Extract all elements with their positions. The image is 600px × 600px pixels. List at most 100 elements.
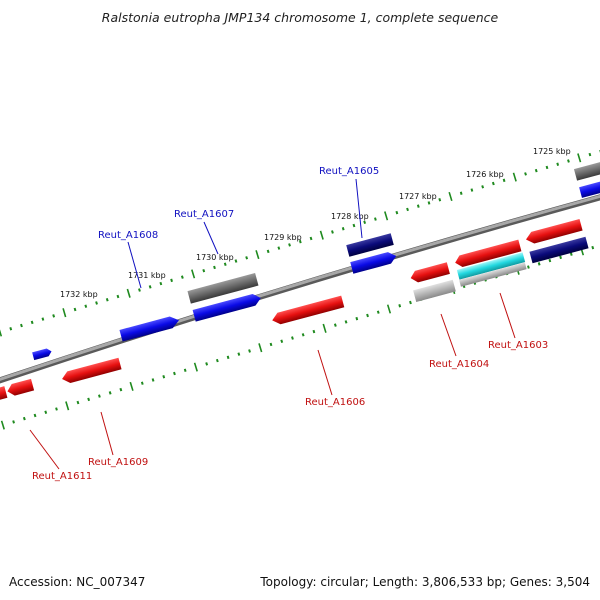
minor-tick [559,255,562,260]
minor-tick [406,207,409,212]
scale-label: 1726 kbp [466,170,504,179]
gene-label-reut-a1603: Reut_A1603 [488,340,548,351]
gene-arrow-forward[interactable] [192,292,263,322]
minor-tick [280,339,284,343]
minor-tick [151,378,155,382]
minor-tick [138,288,141,292]
gene-label-reut-a1611: Reut_A1611 [32,471,92,482]
major-tick [386,304,392,314]
minor-tick [374,217,377,221]
sequence-summary: Topology: circular; Length: 3,806,533 bp… [260,575,590,589]
gene-arrow-forward[interactable] [187,272,259,304]
gene-arrow-reverse[interactable] [454,239,522,269]
minor-tick [245,256,249,260]
major-tick [129,381,134,391]
minor-tick [98,394,101,398]
gene-arrow-forward[interactable] [573,161,600,181]
minor-tick [309,236,313,241]
scale-label: 1732 kbp [60,290,98,299]
minor-tick [170,278,173,283]
minor-tick [73,307,77,312]
minor-tick [84,304,88,308]
scale-label: 1729 kbp [264,233,302,242]
minor-tick [591,245,595,250]
minor-tick [234,259,238,263]
minor-tick [537,262,541,266]
minor-tick [9,327,13,331]
minor-tick [291,336,294,340]
minor-tick [588,152,592,157]
scale-label: 1727 kbp [399,192,437,201]
minor-tick [87,397,91,402]
minor-tick [301,333,305,337]
label-leader-lines [29,178,516,470]
minor-tick [395,210,399,215]
minor-tick [22,416,26,421]
gene-arrow-reverse[interactable] [524,218,583,245]
minor-tick [277,246,281,250]
gene-arrow-forward[interactable] [119,314,180,342]
gene-label-reut-a1606: Reut_A1606 [305,397,365,408]
gene-arrow-forward[interactable] [32,348,52,361]
minor-tick [41,317,45,321]
major-tick [65,401,70,411]
minor-tick [140,381,144,385]
gene-arrow-reverse[interactable] [271,295,345,326]
minor-tick [376,310,380,314]
gene-arrow-reverse[interactable] [6,378,35,397]
minor-tick [223,262,227,266]
minor-tick [567,159,570,163]
gene-arrow-reverse[interactable] [409,262,450,284]
scale-label: 1730 kbp [196,253,234,262]
minor-tick [416,204,420,208]
gene-arrow-reverse[interactable] [413,279,456,302]
minor-tick [215,358,219,363]
minor-tick [162,375,166,379]
minor-tick [20,323,23,328]
minor-tick [33,413,37,418]
gene-arrow-reverse-highlight[interactable] [456,252,526,280]
minor-tick [363,220,367,225]
minor-tick [491,181,495,186]
gene-arrow-reverse[interactable] [0,386,8,401]
major-tick [319,230,324,240]
forward-genes [32,161,600,361]
minor-tick [148,285,152,289]
minor-tick [427,201,431,205]
gene-arrow-forward[interactable] [346,233,394,257]
minor-tick [548,258,552,263]
minor-tick [524,172,527,176]
map-title: Ralstonia eutropha JMP134 chromosome 1, … [101,10,499,25]
gene-arrow-reverse[interactable] [529,236,589,264]
major-tick [193,362,198,372]
gene-arrow-forward[interactable] [579,180,600,198]
gene-label-reut-a1604: Reut_A1604 [429,359,489,370]
minor-tick [183,368,187,372]
minor-tick [333,323,337,327]
gene-arrow-reverse[interactable] [459,262,527,287]
minor-tick [95,301,98,305]
accession-label: Accession: NC_007347 [9,575,146,589]
minor-tick [52,314,56,318]
minor-tick [44,410,48,414]
minor-tick [312,329,316,334]
minor-tick [226,355,230,360]
minor-tick [173,371,176,376]
minor-tick [55,407,58,411]
minor-tick [569,252,573,256]
gene-label-reut-a1605: Reut_A1605 [319,166,379,177]
minor-tick [266,249,270,254]
minor-tick [527,265,530,269]
gene-label-reut-a1607: Reut_A1607 [174,209,234,220]
major-tick [322,323,327,333]
minor-tick [30,320,34,325]
minor-tick [76,400,80,405]
forward-tick-track [0,149,600,337]
minor-tick [269,342,273,347]
minor-tick [502,178,506,183]
gene-arrow-reverse[interactable] [61,357,122,385]
minor-tick [116,294,120,299]
gene-arrow-forward[interactable] [350,250,398,274]
chromosome-backbone [0,194,600,384]
